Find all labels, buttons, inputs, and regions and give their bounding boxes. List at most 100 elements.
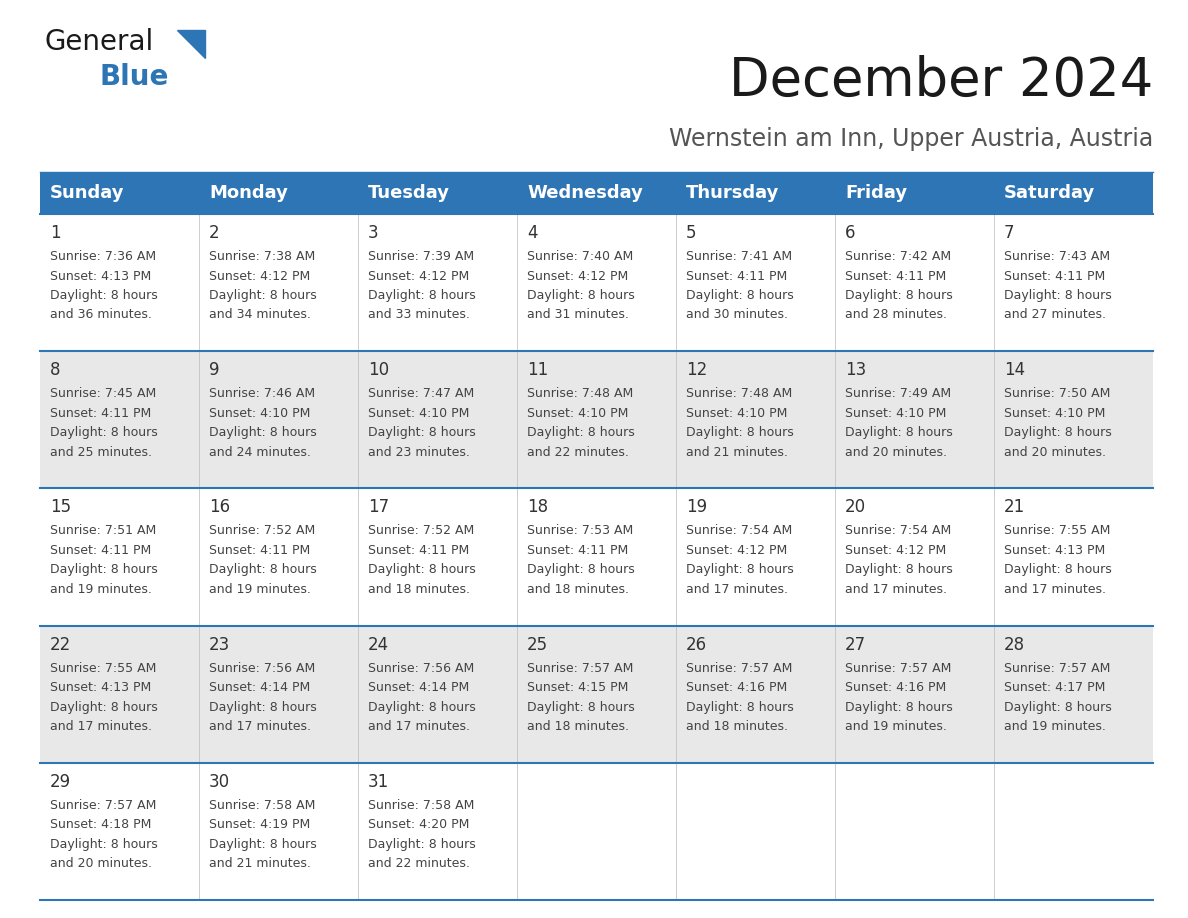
- Text: and 18 minutes.: and 18 minutes.: [368, 583, 470, 596]
- Bar: [358, 625, 517, 763]
- Text: Sunrise: 7:52 AM: Sunrise: 7:52 AM: [209, 524, 315, 537]
- Bar: [517, 488, 676, 625]
- Text: 7: 7: [1004, 224, 1015, 242]
- Bar: [40, 625, 200, 763]
- Bar: [517, 625, 676, 763]
- Text: General: General: [45, 28, 154, 56]
- Text: Sunset: 4:11 PM: Sunset: 4:11 PM: [845, 270, 947, 283]
- Text: Daylight: 8 hours: Daylight: 8 hours: [685, 564, 794, 577]
- Text: Sunrise: 7:57 AM: Sunrise: 7:57 AM: [845, 662, 952, 675]
- Bar: [200, 763, 358, 900]
- Text: Daylight: 8 hours: Daylight: 8 hours: [527, 700, 634, 713]
- Text: 23: 23: [209, 635, 230, 654]
- Bar: [200, 172, 358, 214]
- Text: Sunset: 4:13 PM: Sunset: 4:13 PM: [50, 681, 151, 694]
- Text: and 18 minutes.: and 18 minutes.: [685, 720, 788, 733]
- Text: and 25 minutes.: and 25 minutes.: [50, 446, 152, 459]
- Bar: [517, 763, 676, 900]
- Text: 10: 10: [368, 361, 390, 379]
- Text: Daylight: 8 hours: Daylight: 8 hours: [50, 426, 158, 439]
- Text: Sunset: 4:20 PM: Sunset: 4:20 PM: [368, 818, 469, 832]
- Text: 13: 13: [845, 361, 866, 379]
- Text: Sunrise: 7:56 AM: Sunrise: 7:56 AM: [209, 662, 315, 675]
- Text: Daylight: 8 hours: Daylight: 8 hours: [1004, 289, 1112, 302]
- Text: 1: 1: [50, 224, 61, 242]
- Bar: [358, 352, 517, 488]
- Text: Daylight: 8 hours: Daylight: 8 hours: [368, 700, 475, 713]
- Text: Sunrise: 7:58 AM: Sunrise: 7:58 AM: [209, 799, 315, 812]
- Text: Sunrise: 7:54 AM: Sunrise: 7:54 AM: [685, 524, 792, 537]
- Text: 6: 6: [845, 224, 855, 242]
- Text: 27: 27: [845, 635, 866, 654]
- Text: 5: 5: [685, 224, 696, 242]
- Text: Sunrise: 7:51 AM: Sunrise: 7:51 AM: [50, 524, 157, 537]
- Text: and 28 minutes.: and 28 minutes.: [845, 308, 947, 321]
- Text: and 21 minutes.: and 21 minutes.: [209, 857, 311, 870]
- Text: Sunrise: 7:55 AM: Sunrise: 7:55 AM: [50, 662, 157, 675]
- Text: 26: 26: [685, 635, 707, 654]
- Text: and 22 minutes.: and 22 minutes.: [368, 857, 470, 870]
- Bar: [835, 352, 994, 488]
- Text: Daylight: 8 hours: Daylight: 8 hours: [1004, 700, 1112, 713]
- Text: Daylight: 8 hours: Daylight: 8 hours: [845, 564, 953, 577]
- Text: Sunrise: 7:57 AM: Sunrise: 7:57 AM: [50, 799, 157, 812]
- Text: and 17 minutes.: and 17 minutes.: [1004, 583, 1106, 596]
- Text: Daylight: 8 hours: Daylight: 8 hours: [368, 289, 475, 302]
- Text: 12: 12: [685, 361, 707, 379]
- Bar: [835, 625, 994, 763]
- Text: Sunrise: 7:46 AM: Sunrise: 7:46 AM: [209, 387, 315, 400]
- Text: 19: 19: [685, 498, 707, 517]
- Text: Sunset: 4:16 PM: Sunset: 4:16 PM: [685, 681, 788, 694]
- Bar: [200, 352, 358, 488]
- Text: and 22 minutes.: and 22 minutes.: [527, 446, 628, 459]
- Text: Sunset: 4:11 PM: Sunset: 4:11 PM: [50, 407, 151, 420]
- Text: 15: 15: [50, 498, 71, 517]
- Text: and 17 minutes.: and 17 minutes.: [368, 720, 470, 733]
- Bar: [994, 214, 1154, 352]
- Text: 22: 22: [50, 635, 71, 654]
- Text: and 36 minutes.: and 36 minutes.: [50, 308, 152, 321]
- Bar: [835, 172, 994, 214]
- Text: Sunrise: 7:58 AM: Sunrise: 7:58 AM: [368, 799, 474, 812]
- Bar: [40, 488, 200, 625]
- Text: 18: 18: [527, 498, 548, 517]
- Text: Daylight: 8 hours: Daylight: 8 hours: [527, 564, 634, 577]
- Bar: [40, 214, 200, 352]
- Text: Sunrise: 7:48 AM: Sunrise: 7:48 AM: [527, 387, 633, 400]
- Text: 17: 17: [368, 498, 390, 517]
- Text: and 34 minutes.: and 34 minutes.: [209, 308, 311, 321]
- Text: Sunset: 4:11 PM: Sunset: 4:11 PM: [527, 543, 628, 557]
- Text: Daylight: 8 hours: Daylight: 8 hours: [685, 700, 794, 713]
- Text: Thursday: Thursday: [685, 184, 779, 202]
- Bar: [994, 763, 1154, 900]
- Bar: [200, 214, 358, 352]
- Text: and 21 minutes.: and 21 minutes.: [685, 446, 788, 459]
- Text: Sunset: 4:13 PM: Sunset: 4:13 PM: [1004, 543, 1105, 557]
- Text: 9: 9: [209, 361, 220, 379]
- Text: Sunset: 4:11 PM: Sunset: 4:11 PM: [1004, 270, 1105, 283]
- Text: 28: 28: [1004, 635, 1025, 654]
- Text: Sunrise: 7:43 AM: Sunrise: 7:43 AM: [1004, 250, 1110, 263]
- Bar: [676, 488, 835, 625]
- Text: Sunset: 4:10 PM: Sunset: 4:10 PM: [368, 407, 469, 420]
- Text: Daylight: 8 hours: Daylight: 8 hours: [209, 426, 317, 439]
- Text: Sunrise: 7:57 AM: Sunrise: 7:57 AM: [685, 662, 792, 675]
- Text: Sunset: 4:11 PM: Sunset: 4:11 PM: [50, 543, 151, 557]
- Text: Sunrise: 7:49 AM: Sunrise: 7:49 AM: [845, 387, 952, 400]
- Text: Saturday: Saturday: [1004, 184, 1095, 202]
- Bar: [517, 172, 676, 214]
- Text: Sunrise: 7:55 AM: Sunrise: 7:55 AM: [1004, 524, 1111, 537]
- Text: Sunrise: 7:53 AM: Sunrise: 7:53 AM: [527, 524, 633, 537]
- Text: Sunset: 4:11 PM: Sunset: 4:11 PM: [209, 543, 310, 557]
- Text: Sunset: 4:15 PM: Sunset: 4:15 PM: [527, 681, 628, 694]
- Text: Daylight: 8 hours: Daylight: 8 hours: [50, 289, 158, 302]
- Text: and 27 minutes.: and 27 minutes.: [1004, 308, 1106, 321]
- Text: Sunrise: 7:47 AM: Sunrise: 7:47 AM: [368, 387, 474, 400]
- Text: Sunset: 4:12 PM: Sunset: 4:12 PM: [209, 270, 310, 283]
- Text: Sunrise: 7:38 AM: Sunrise: 7:38 AM: [209, 250, 315, 263]
- Text: Sunrise: 7:57 AM: Sunrise: 7:57 AM: [527, 662, 633, 675]
- Text: and 17 minutes.: and 17 minutes.: [209, 720, 311, 733]
- Text: Sunset: 4:12 PM: Sunset: 4:12 PM: [527, 270, 628, 283]
- Text: and 19 minutes.: and 19 minutes.: [1004, 720, 1106, 733]
- Text: Sunrise: 7:40 AM: Sunrise: 7:40 AM: [527, 250, 633, 263]
